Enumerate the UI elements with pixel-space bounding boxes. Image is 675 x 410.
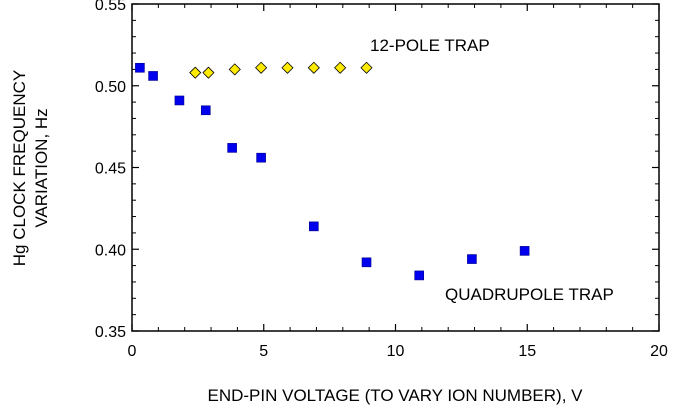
data-point-12-pole [307,61,320,74]
y-tick-label: 0.40 [95,242,126,259]
data-point-quadrupole [174,95,185,106]
x-tick-label: 20 [650,343,668,360]
data-point-12-pole [334,61,347,74]
data-point-12-pole [360,61,373,74]
data-point-quadrupole [148,71,158,81]
data-point-quadrupole [256,152,266,163]
axis-ticks [131,3,660,332]
data-point-12-pole [281,61,294,74]
series-label-quadrupole: QUADRUPOLE TRAP [445,285,614,304]
tick-labels: 0 5 10 15 20 0.35 0.40 0.45 0.50 0.55 [95,0,668,360]
x-axis-label: END-PIN VOLTAGE (TO VARY ION NUMBER), V [207,386,583,405]
y-axis-label-line2: VARIATION, Hz [32,108,51,227]
data-point-quadrupole [135,62,145,73]
x-tick-label: 5 [259,343,268,360]
x-tick-label: 10 [387,343,405,360]
data-point-12-pole [189,66,202,79]
y-tick-label: 0.35 [95,324,126,341]
data-point-quadrupole [200,105,211,116]
y-tick-label: 0.55 [95,0,126,14]
data-point-quadrupole [309,221,319,232]
y-tick-label: 0.50 [95,79,126,96]
data-point-quadrupole [361,257,372,268]
x-tick-label: 0 [128,343,137,360]
y-tick-label: 0.45 [95,161,126,178]
x-tick-label: 15 [518,343,536,360]
data-point-12-pole [228,63,241,76]
data-point-quadrupole [227,143,237,153]
data-point-12-pole [202,66,215,79]
data-point-quadrupole [414,270,425,281]
data-point-quadrupole [519,246,530,256]
series-label-12-pole: 12-POLE TRAP [370,36,490,55]
data-point-quadrupole [467,254,477,264]
y-axis-label-line1: Hg CLOCK FREQUENCY [10,70,29,266]
data-point-12-pole [255,61,268,74]
data-points [135,61,530,281]
